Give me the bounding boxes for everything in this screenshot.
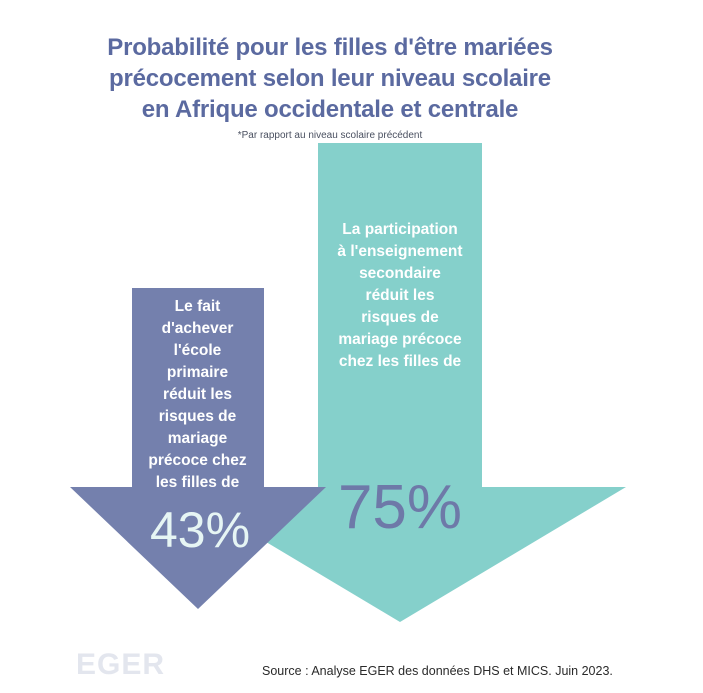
value-label-secondary: 75%: [337, 473, 463, 542]
source-note: Source : Analyse EGER des données DHS et…: [262, 664, 613, 678]
label-line: risques de: [361, 309, 439, 326]
label-line: l'école: [173, 342, 222, 359]
label-line: chez les filles de: [338, 353, 462, 370]
label-line: à l'enseignement: [337, 243, 463, 260]
label-line: les filles de: [155, 474, 240, 491]
label-line: La participation: [342, 221, 458, 238]
label-secondary: La participation à l'enseignement second…: [320, 219, 480, 373]
title-line: précocement selon leur niveau scolaire: [109, 65, 551, 92]
footnote: *Par rapport au niveau scolaire précéden…: [237, 130, 423, 141]
label-line: d'achever: [161, 320, 234, 337]
eger-logo: EGER: [76, 648, 166, 681]
label-line: secondaire: [359, 265, 441, 282]
label-line: réduit les: [365, 287, 435, 304]
title-line: en Afrique occidentale et centrale: [141, 96, 519, 123]
label-primary: Le fait d'achever l'école primaire rédui…: [140, 296, 255, 494]
title-line: Probabilité pour les filles d'être marié…: [107, 34, 553, 61]
label-line: risques de: [158, 408, 237, 425]
label-line: précoce chez: [148, 452, 247, 469]
label-line: mariage précoce: [338, 331, 462, 348]
chart-title: Probabilité pour les filles d'être marié…: [30, 32, 630, 125]
label-line: mariage: [167, 430, 228, 447]
label-line: réduit les: [163, 386, 232, 403]
value-label-primary: 43%: [149, 502, 251, 558]
label-line: primaire: [166, 364, 229, 381]
label-line: Le fait: [174, 298, 221, 315]
arrow-primary: [70, 288, 326, 609]
